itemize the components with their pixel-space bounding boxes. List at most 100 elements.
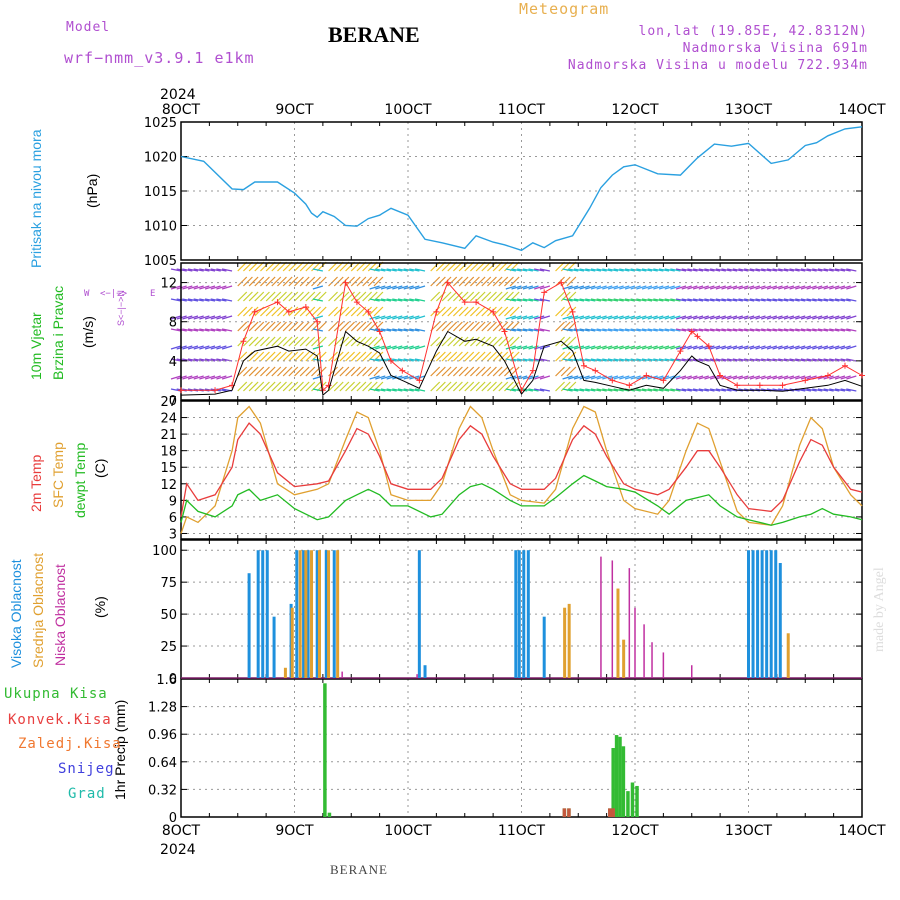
year-label-bottom: 2024 <box>160 842 196 858</box>
wind-arrow <box>624 358 636 362</box>
wind-arrow <box>435 276 446 287</box>
wind-arrow <box>566 336 577 347</box>
wind-arrow <box>356 336 367 347</box>
gust-marker <box>569 308 576 315</box>
wind-arrow <box>350 351 361 362</box>
wind-arrow <box>653 315 664 320</box>
wind-arrow <box>458 276 469 287</box>
wind-arrow <box>681 285 692 290</box>
wind-arrow <box>579 298 590 302</box>
wind-arrow <box>204 298 216 302</box>
panel-frame-wind <box>180 262 863 401</box>
wind-arrow <box>755 285 766 290</box>
wind-arrow <box>817 345 829 350</box>
wind-arrow <box>789 328 800 332</box>
wind-arrow <box>492 366 503 377</box>
wind-arrow <box>265 336 276 347</box>
wind-arrow <box>305 276 316 287</box>
wind-arrow <box>761 345 772 350</box>
wind-arrow <box>475 366 486 377</box>
wind-arrow <box>356 276 367 287</box>
wind-arrow <box>727 298 738 302</box>
wind-arrow <box>316 321 327 332</box>
precip-bar <box>614 735 619 817</box>
wind-arrow <box>504 276 514 287</box>
wind-arrow <box>339 306 350 317</box>
wind-arrow <box>704 315 715 320</box>
wind-arrow <box>566 366 577 377</box>
wind-arrow <box>362 321 373 332</box>
cloud-bar <box>336 550 340 678</box>
wind-arrow <box>795 315 806 320</box>
cloud-bar <box>310 550 314 678</box>
cloud-bar <box>295 550 299 678</box>
wind-arrow <box>670 285 681 290</box>
wind-arrow <box>528 328 539 332</box>
wind-arrow <box>447 381 458 392</box>
wind-arrow <box>613 268 624 272</box>
wind-arrow <box>475 321 486 332</box>
wind-arrow <box>441 351 452 362</box>
wind-arrow <box>299 306 310 317</box>
wind-arrow <box>362 291 373 302</box>
cloud-bar <box>298 550 302 678</box>
wind-arrow <box>727 358 738 362</box>
wind-arrow <box>487 276 497 287</box>
wind-arrow <box>392 268 403 272</box>
wind-arrow <box>403 285 414 290</box>
wind-arrow <box>216 315 227 320</box>
precip-bar <box>635 785 639 817</box>
wind-arrow <box>299 351 310 362</box>
wind-arrow <box>675 388 687 392</box>
wind-arrow <box>829 345 840 350</box>
wind-arrow <box>783 375 795 380</box>
wind-arrow <box>681 268 692 272</box>
wind-arrow <box>812 328 823 332</box>
wind-arrow <box>710 358 721 362</box>
wind-arrow <box>498 321 509 332</box>
wind-arrow <box>305 291 316 302</box>
wind-arrow <box>464 321 475 332</box>
sfc-temp-line <box>180 405 863 534</box>
wind-arrow <box>498 291 509 302</box>
wind-arrow <box>356 366 367 377</box>
precip-bar <box>608 808 612 817</box>
wind-arrow <box>658 315 670 320</box>
wind-arrow <box>528 298 539 302</box>
wind-arrow <box>441 336 452 347</box>
wind-arrow <box>573 328 585 332</box>
wind-arrow <box>397 345 409 350</box>
gust-marker <box>592 367 599 374</box>
wind-arrow <box>834 375 846 380</box>
wind-arrow <box>505 285 516 290</box>
gust-marker <box>473 299 480 306</box>
wind-arrow <box>441 321 452 332</box>
wind-arrow <box>534 285 545 290</box>
wind-arrow <box>350 336 361 347</box>
wind-arrow <box>386 285 397 290</box>
wind-arrow <box>579 328 590 332</box>
wind-arrow <box>221 345 233 350</box>
wind-arrow <box>596 298 607 302</box>
wind-arrow <box>806 298 817 302</box>
wind-arrow <box>237 291 248 302</box>
wind-arrow <box>210 358 221 362</box>
wind-arrow <box>271 276 282 287</box>
wind-arrow <box>783 285 795 290</box>
wind-arrow <box>829 358 840 362</box>
wind-arrow <box>778 375 789 380</box>
y-tick-label: 12 <box>160 277 177 292</box>
wind-arrow <box>704 358 715 362</box>
wind-arrow <box>619 285 630 290</box>
wind-arrow <box>664 375 675 380</box>
wind-arrow <box>698 315 709 320</box>
wind-arrow <box>210 375 221 380</box>
wind-arrow <box>624 375 636 380</box>
wind-arrow <box>435 306 446 317</box>
wind-arrow <box>299 336 310 347</box>
wind-arrow <box>517 375 528 380</box>
wind-arrow <box>834 345 846 350</box>
wind-arrow <box>487 381 497 392</box>
wind-arrow <box>664 388 675 392</box>
wind-arrow <box>579 358 590 362</box>
